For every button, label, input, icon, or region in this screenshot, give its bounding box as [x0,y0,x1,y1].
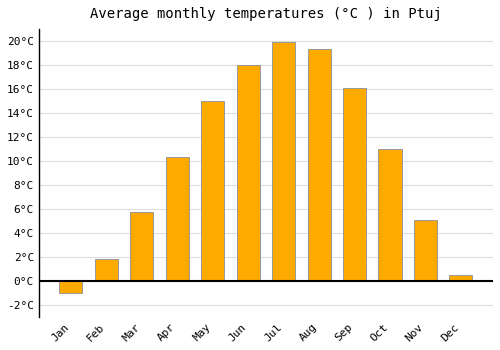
Bar [378,149,402,281]
Title: Average monthly temperatures (°C ) in Ptuj: Average monthly temperatures (°C ) in Pt… [90,7,442,21]
Bar [272,42,295,281]
Bar [130,212,154,281]
Bar [236,65,260,281]
Bar [308,49,330,281]
Bar [414,220,437,281]
Bar [343,88,366,281]
Bar [95,259,118,281]
Bar [450,275,472,281]
Bar [166,158,189,281]
Bar [60,281,82,293]
Bar [201,101,224,281]
